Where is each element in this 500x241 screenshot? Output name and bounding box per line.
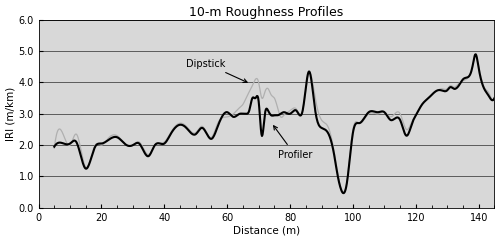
Text: Dipstick: Dipstick: [186, 59, 247, 82]
Text: Profiler: Profiler: [274, 126, 312, 160]
Title: 10-m Roughness Profiles: 10-m Roughness Profiles: [190, 6, 344, 19]
X-axis label: Distance (m): Distance (m): [233, 225, 300, 235]
Y-axis label: IRI (m/km): IRI (m/km): [6, 87, 16, 141]
